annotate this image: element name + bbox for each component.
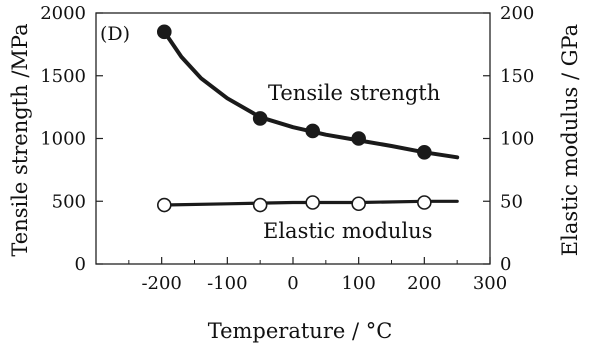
data-point-elastic-modulus xyxy=(417,195,432,210)
data-point-tensile-strength xyxy=(351,131,366,146)
panel-label: (D) xyxy=(100,23,130,45)
data-point-tensile-strength xyxy=(252,111,268,126)
y-right-tick-label: 200 xyxy=(500,3,534,24)
data-point-tensile-strength xyxy=(305,123,321,139)
y-left-tick-label: 500 xyxy=(52,191,86,212)
y-right-tick-label: 100 xyxy=(500,129,534,150)
series-label-elastic-modulus: Elastic modulus xyxy=(263,219,432,243)
y-left-tick-label: 1000 xyxy=(40,129,86,150)
series-line-tensile-strength xyxy=(162,29,460,160)
series-label-tensile-strength: Tensile strength xyxy=(268,81,440,105)
y-left-tick-label: 0 xyxy=(75,254,86,275)
data-point-elastic-modulus xyxy=(351,196,366,212)
x-tick-label: -200 xyxy=(141,273,181,294)
x-axis-title: Temperature / °C xyxy=(208,319,393,343)
y-right-tick-label: 150 xyxy=(500,66,534,87)
data-point-elastic-modulus xyxy=(252,197,268,213)
markers xyxy=(156,24,432,213)
x-tick-label: 300 xyxy=(473,273,507,294)
labels: (D) Tensile strength Elastic modulus Tem… xyxy=(8,23,582,343)
data-point-elastic-modulus xyxy=(305,195,321,210)
data-point-tensile-strength xyxy=(417,145,432,160)
x-tick-label: -100 xyxy=(207,273,247,294)
x-tick-label: 200 xyxy=(407,273,441,294)
data-point-elastic-modulus xyxy=(156,197,172,213)
axes: -200 -100 0 100 200 3000500100015002000050100… xyxy=(40,3,534,294)
y-left-tick-label: 2000 xyxy=(40,3,86,24)
y-axis-title-right: Elastic modulus / GPa xyxy=(558,24,582,256)
y-left-tick-label: 1500 xyxy=(40,66,86,87)
y-right-tick-label: 0 xyxy=(500,254,511,275)
y-right-tick-label: 50 xyxy=(500,191,523,212)
x-tick-label: 100 xyxy=(341,273,375,294)
x-tick-label: 0 xyxy=(287,273,298,294)
data-point-tensile-strength xyxy=(156,24,172,40)
curves xyxy=(162,29,460,207)
y-axis-title-left: Tensile strength /MPa xyxy=(8,23,32,256)
